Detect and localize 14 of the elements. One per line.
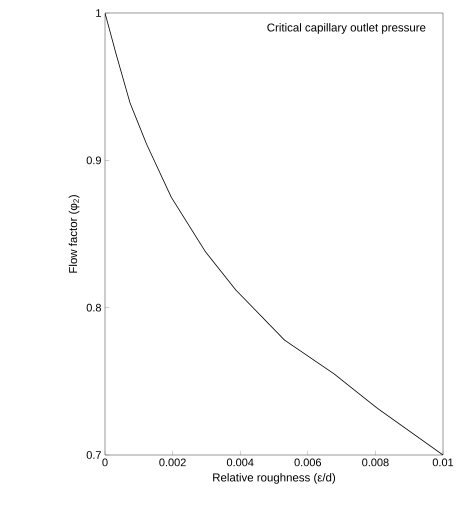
x-axis-title: Relative roughness (ε/d) <box>213 473 336 484</box>
y-tick-label: 1 <box>96 9 101 17</box>
line-series <box>105 12 444 455</box>
x-tick-label: 0 <box>102 458 108 466</box>
x-tick-label: 0.006 <box>294 458 322 466</box>
y-axis-title: Flow factor (φ$_{2}$) <box>68 195 80 273</box>
x-tick-label: 0.002 <box>159 458 186 466</box>
x-tick-label: 0.01 <box>432 458 454 466</box>
y-tick-label: 0.8 <box>86 304 101 312</box>
y-tick-label: 0.7 <box>86 451 101 459</box>
annotation: Critical capillary outlet pressure <box>267 23 426 34</box>
x-tick-label: 0.008 <box>362 458 389 466</box>
x-tick-label: 0.004 <box>226 458 254 466</box>
y-tick-label: 0.9 <box>86 156 101 164</box>
